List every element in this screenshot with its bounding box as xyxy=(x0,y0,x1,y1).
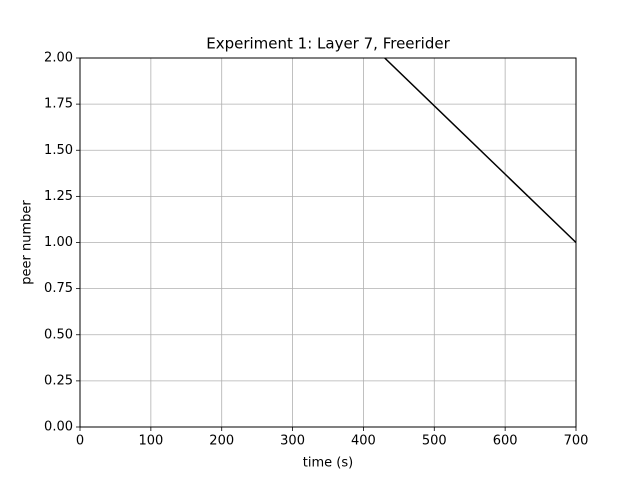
plot-area xyxy=(384,58,576,244)
y-tick-label: 1.25 xyxy=(44,189,73,204)
x-tick-label: 500 xyxy=(422,434,447,449)
data-line xyxy=(384,58,576,244)
y-tick-label: 1.00 xyxy=(44,235,73,250)
x-tick-label: 700 xyxy=(564,434,589,449)
y-tick-label: 0.00 xyxy=(44,420,73,435)
x-tick-label: 600 xyxy=(493,434,518,449)
y-tick-label: 1.75 xyxy=(44,97,73,112)
x-tick-label: 0 xyxy=(76,434,84,449)
y-tick-label: 1.50 xyxy=(44,143,73,158)
y-axis-label: peer number xyxy=(20,200,35,285)
y-tick-label: 0.50 xyxy=(44,327,73,342)
y-tick-label: 0.25 xyxy=(44,373,73,388)
chart-title: Experiment 1: Layer 7, Freerider xyxy=(206,35,450,53)
axes-frame xyxy=(79,57,577,428)
x-tick-label: 200 xyxy=(209,434,234,449)
x-tick-label: 400 xyxy=(351,434,376,449)
x-axis-label: time (s) xyxy=(303,456,353,471)
x-tick-label: 300 xyxy=(280,434,305,449)
y-tick-label: 2.00 xyxy=(44,51,73,66)
grid xyxy=(79,57,577,428)
x-tick-label: 100 xyxy=(138,434,163,449)
y-tick-label: 0.75 xyxy=(44,281,73,296)
